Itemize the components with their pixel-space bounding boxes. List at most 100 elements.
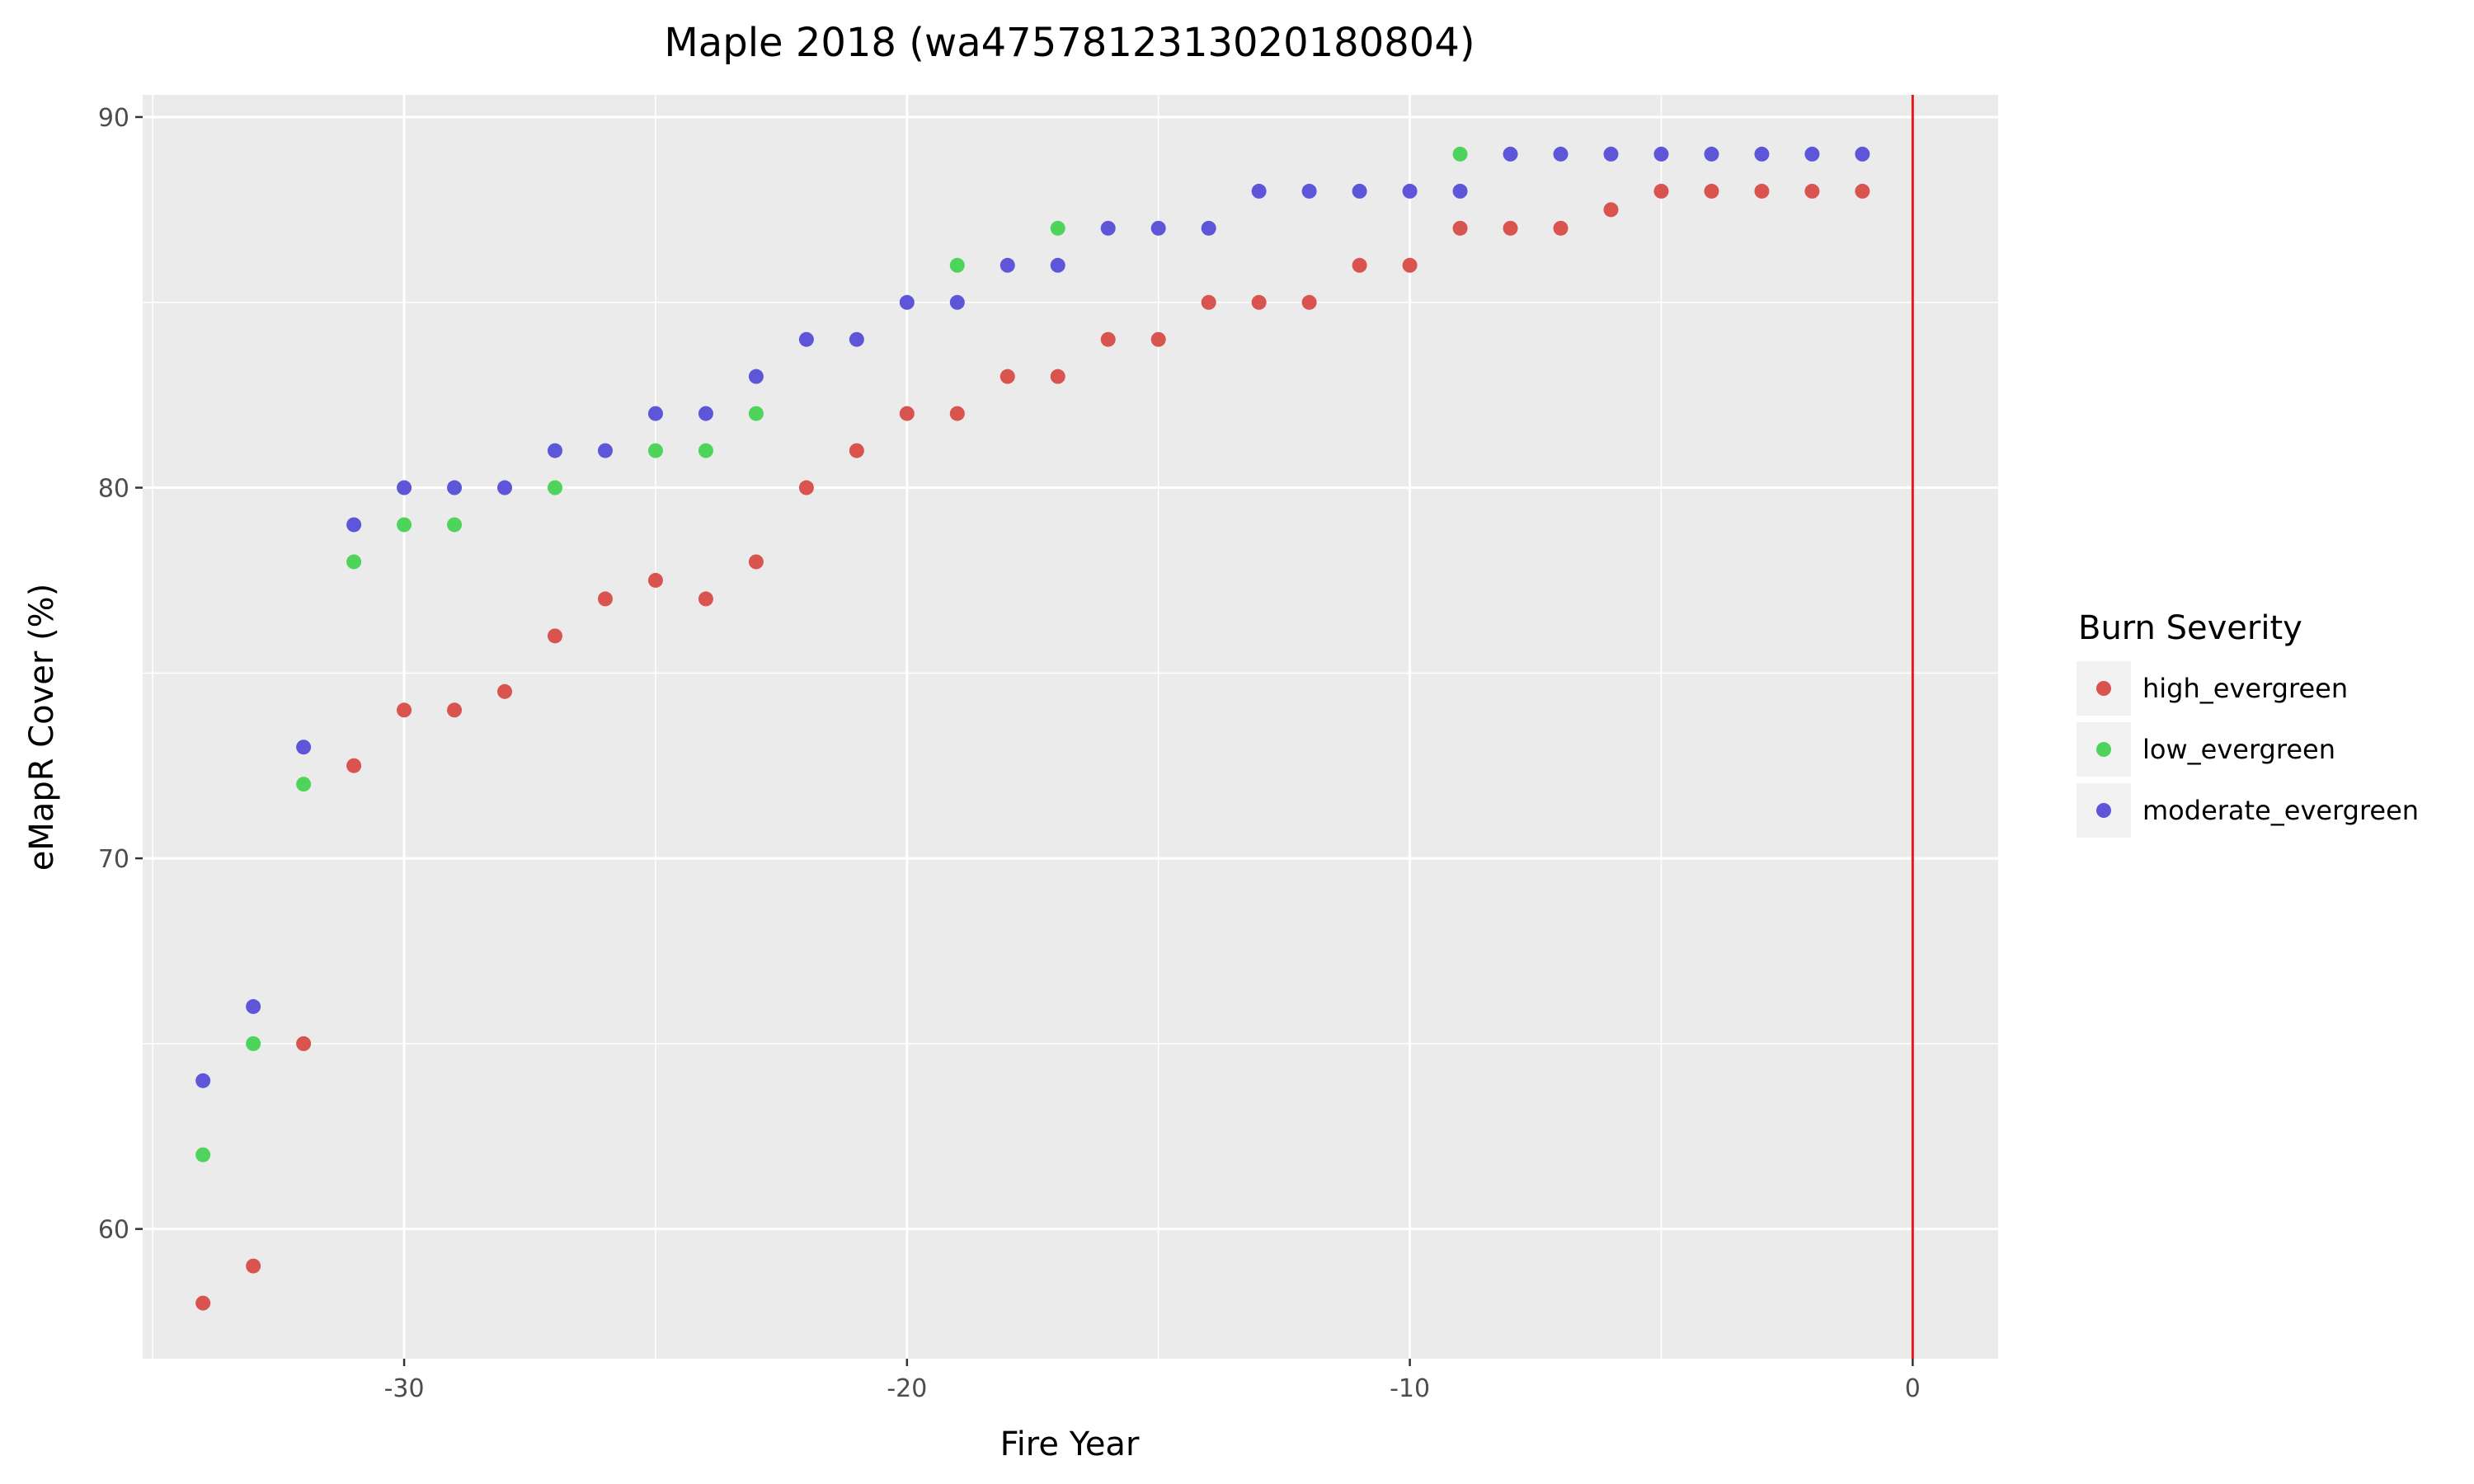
data-point-moderate-evergreen xyxy=(1804,146,1820,162)
data-point-moderate-evergreen xyxy=(246,998,261,1014)
data-point-high-evergreen xyxy=(1452,220,1468,236)
data-point-high-evergreen xyxy=(1150,331,1166,347)
data-point-low-evergreen xyxy=(195,1147,211,1162)
data-point-moderate-evergreen xyxy=(1251,183,1267,199)
data-point-moderate-evergreen xyxy=(748,369,764,384)
legend-marker xyxy=(2096,803,2111,818)
data-point-moderate-evergreen xyxy=(1150,220,1166,236)
legend: Burn Severity high_evergreen low_evergree… xyxy=(2077,609,2419,838)
data-point-moderate-evergreen xyxy=(296,740,312,755)
data-point-low-evergreen xyxy=(246,1036,261,1051)
data-point-moderate-evergreen xyxy=(1402,183,1418,199)
data-point-high-evergreen xyxy=(1503,220,1518,236)
data-point-moderate-evergreen xyxy=(1653,146,1669,162)
data-point-high-evergreen xyxy=(1754,183,1770,199)
data-point-moderate-evergreen xyxy=(1553,146,1569,162)
data-point-moderate-evergreen xyxy=(1050,257,1065,273)
x-tick-label: -30 xyxy=(384,1374,425,1403)
data-point-moderate-evergreen xyxy=(497,480,513,495)
data-point-high-evergreen xyxy=(1553,220,1569,236)
data-point-low-evergreen xyxy=(647,443,663,458)
data-point-high-evergreen xyxy=(698,591,713,607)
x-tick-label: -10 xyxy=(1390,1374,1430,1403)
data-point-high-evergreen xyxy=(647,572,663,588)
data-point-high-evergreen xyxy=(849,443,864,458)
data-point-moderate-evergreen xyxy=(647,406,663,421)
plot-panel xyxy=(143,95,1998,1359)
data-point-high-evergreen xyxy=(1603,202,1619,218)
data-point-high-evergreen xyxy=(798,480,814,495)
y-axis-title: eMapR Cover (%) xyxy=(23,584,61,871)
data-point-low-evergreen xyxy=(1452,146,1468,162)
data-point-moderate-evergreen xyxy=(1100,220,1116,236)
data-point-high-evergreen xyxy=(497,683,513,699)
legend-label: low_evergreen xyxy=(2142,734,2335,765)
data-point-moderate-evergreen xyxy=(899,294,915,310)
data-point-high-evergreen xyxy=(1804,183,1820,199)
data-point-moderate-evergreen xyxy=(397,480,412,495)
data-point-high-evergreen xyxy=(1100,331,1116,347)
data-point-moderate-evergreen xyxy=(698,406,713,421)
data-point-moderate-evergreen xyxy=(548,443,562,458)
data-point-high-evergreen xyxy=(1402,257,1418,273)
data-point-high-evergreen xyxy=(1352,257,1367,273)
data-point-high-evergreen xyxy=(999,369,1015,384)
data-point-low-evergreen xyxy=(1050,220,1065,236)
data-point-high-evergreen xyxy=(548,628,562,644)
data-point-moderate-evergreen xyxy=(346,517,362,533)
data-point-high-evergreen xyxy=(1050,369,1065,384)
data-point-low-evergreen xyxy=(748,406,764,421)
data-point-low-evergreen xyxy=(949,257,965,273)
data-point-high-evergreen xyxy=(949,406,965,421)
data-point-high-evergreen xyxy=(1301,294,1317,310)
x-axis-title: Fire Year xyxy=(1000,1425,1140,1463)
data-point-moderate-evergreen xyxy=(447,480,463,495)
data-point-moderate-evergreen xyxy=(1352,183,1367,199)
data-point-high-evergreen xyxy=(748,554,764,570)
y-axis: 60 70 80 90 xyxy=(98,104,143,1245)
data-point-moderate-evergreen xyxy=(1301,183,1317,199)
minor-gridlines xyxy=(143,95,1998,1359)
data-points xyxy=(195,146,1870,1311)
data-point-high-evergreen xyxy=(1201,294,1216,310)
x-tick-label: 0 xyxy=(1905,1374,1921,1403)
data-point-moderate-evergreen xyxy=(597,443,613,458)
data-point-high-evergreen xyxy=(1704,183,1719,199)
data-point-low-evergreen xyxy=(296,777,312,792)
x-axis: -30 -20 -10 0 xyxy=(384,1359,1921,1403)
data-point-moderate-evergreen xyxy=(195,1073,211,1088)
data-point-moderate-evergreen xyxy=(1603,146,1619,162)
data-point-moderate-evergreen xyxy=(1704,146,1719,162)
data-point-high-evergreen xyxy=(597,591,613,607)
data-point-moderate-evergreen xyxy=(849,331,864,347)
y-tick-label: 60 xyxy=(98,1216,129,1245)
data-point-low-evergreen xyxy=(346,554,362,570)
data-point-high-evergreen xyxy=(447,702,463,718)
legend-marker xyxy=(2096,742,2111,757)
data-point-moderate-evergreen xyxy=(1855,146,1870,162)
data-point-low-evergreen xyxy=(397,517,412,533)
data-point-moderate-evergreen xyxy=(1201,220,1216,236)
data-point-high-evergreen xyxy=(195,1295,211,1311)
data-point-moderate-evergreen xyxy=(1754,146,1770,162)
data-point-low-evergreen xyxy=(698,443,713,458)
data-point-high-evergreen xyxy=(346,758,362,773)
data-point-moderate-evergreen xyxy=(798,331,814,347)
data-point-low-evergreen xyxy=(447,517,463,533)
chart-title: Maple 2018 (wa4757812313020180804) xyxy=(664,20,1475,66)
data-point-moderate-evergreen xyxy=(949,294,965,310)
y-tick-label: 90 xyxy=(98,104,129,133)
legend-label: moderate_evergreen xyxy=(2142,795,2419,826)
x-tick-label: -20 xyxy=(887,1374,927,1403)
legend-marker xyxy=(2096,681,2111,696)
data-point-high-evergreen xyxy=(1251,294,1267,310)
data-point-high-evergreen xyxy=(296,1036,312,1051)
data-point-high-evergreen xyxy=(1855,183,1870,199)
data-point-low-evergreen xyxy=(548,480,562,495)
data-point-high-evergreen xyxy=(246,1258,261,1274)
y-tick-label: 80 xyxy=(98,475,129,504)
data-point-moderate-evergreen xyxy=(999,257,1015,273)
legend-label: high_evergreen xyxy=(2142,673,2348,704)
data-point-moderate-evergreen xyxy=(1452,183,1468,199)
